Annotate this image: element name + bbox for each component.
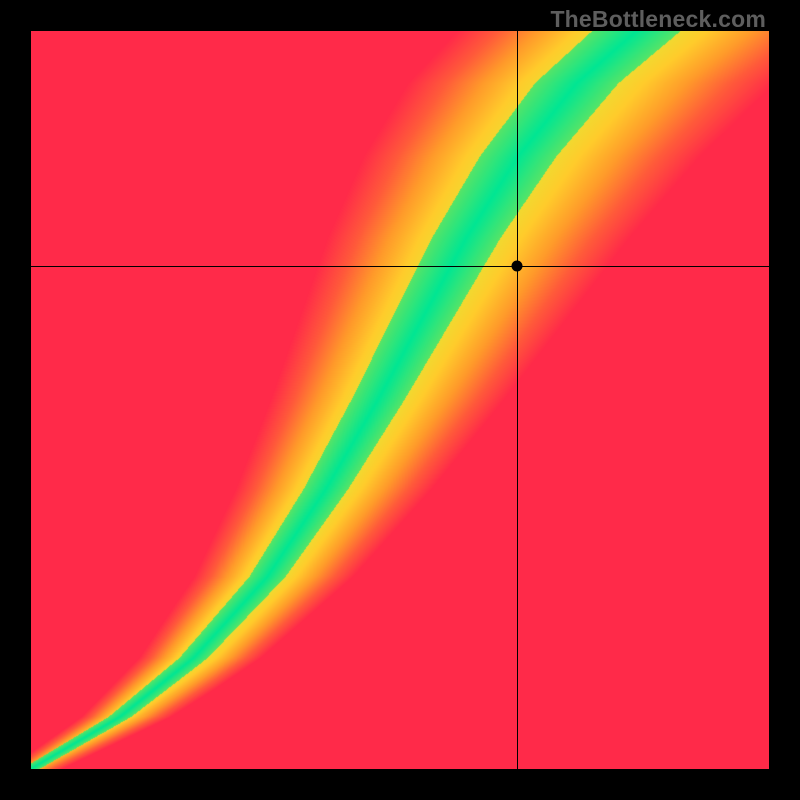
heatmap-chart bbox=[31, 31, 769, 769]
crosshair-horizontal bbox=[31, 266, 769, 267]
watermark-text: TheBottleneck.com bbox=[550, 6, 766, 33]
heatmap-canvas bbox=[31, 31, 769, 769]
crosshair-vertical bbox=[517, 31, 518, 769]
crosshair-marker bbox=[512, 261, 523, 272]
